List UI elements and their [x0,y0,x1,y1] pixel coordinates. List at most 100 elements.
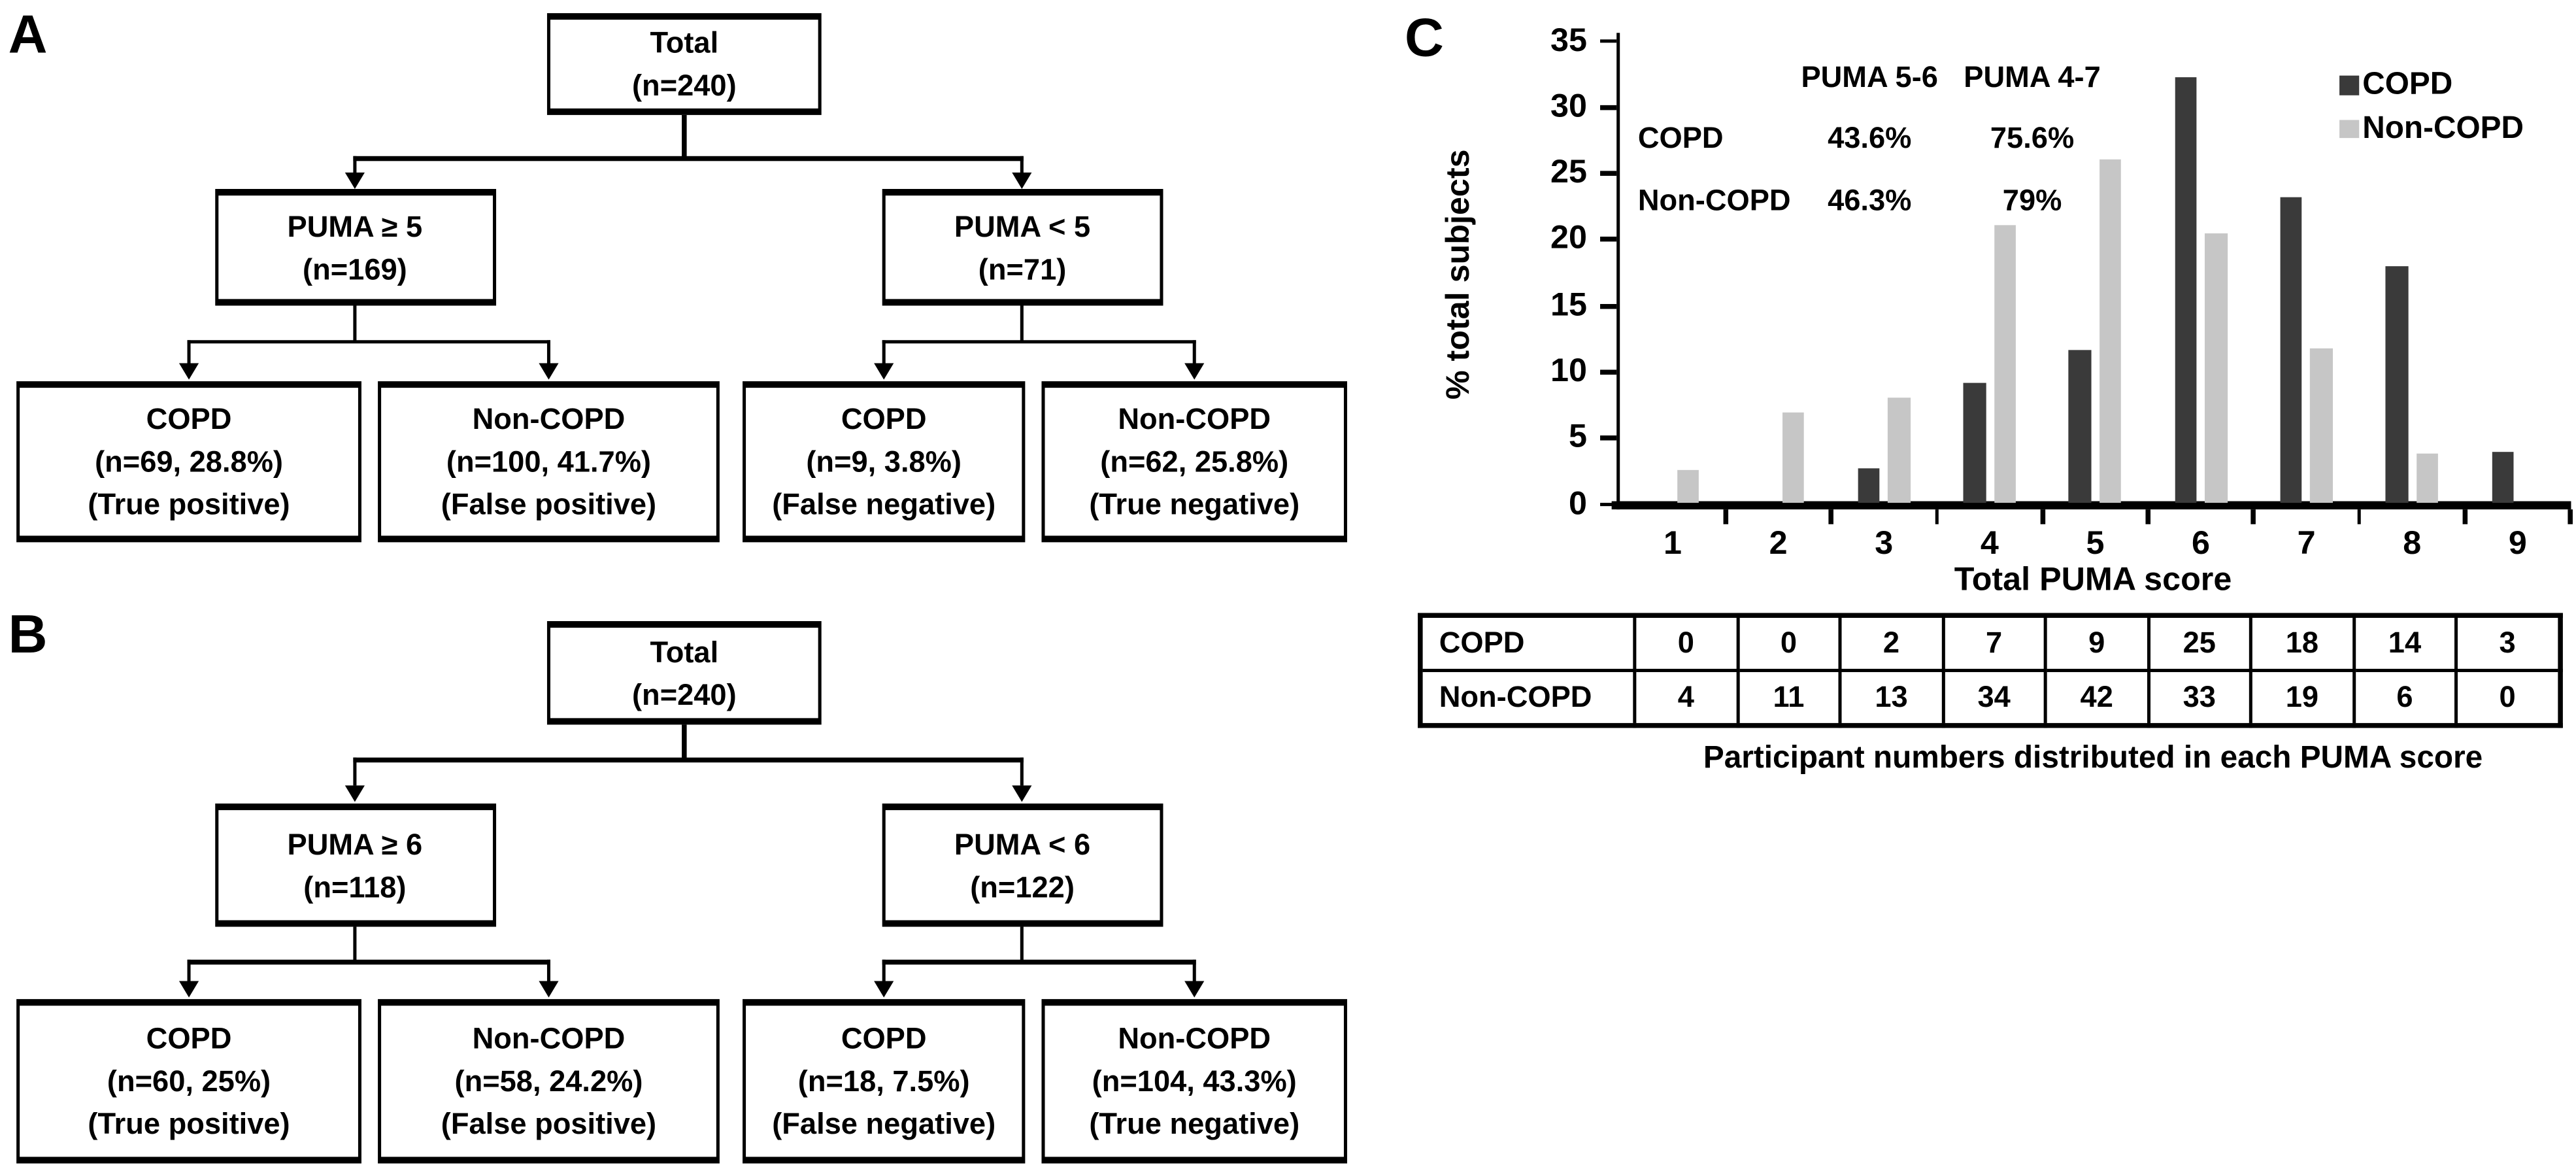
bar-copd [1963,383,1986,503]
flow-node-line: (n=169) [303,252,407,286]
table-cell: 18 [2249,613,2355,672]
x-tick [1828,509,1833,524]
panel-c-label: C [1404,7,1444,68]
connector-line [882,339,886,365]
arrowhead-down-icon [538,363,558,380]
flow-a-leaf-true-negative: Non-COPD (n=62, 25.8%) (True negative) [1041,381,1347,543]
connector-line [1020,156,1024,175]
flow-node-line: (n=71) [978,252,1067,286]
table-row: Non-COPD 4 11 13 34 42 33 19 6 0 [1418,668,2562,728]
bar-non-copd [2416,454,2439,503]
table-cell: 6 [2351,668,2458,728]
x-tick-label: 4 [1980,525,1999,562]
table-cell: 0 [1633,613,1739,672]
arrowhead-down-icon [1184,980,1204,997]
annotation-col-header: PUMA 4-7 [1964,60,2101,94]
flow-node-line: (n=104, 43.3%) [1092,1064,1297,1098]
table-cell: 14 [2351,613,2458,672]
bar-non-copd [2099,160,2122,503]
x-tick-label: 8 [2403,525,2422,562]
flow-node-line: (n=60, 25%) [107,1064,271,1098]
flow-a-leaf-true-positive: COPD (n=69, 28.8%) (True positive) [16,381,361,543]
legend-label-copd: COPD [2362,67,2453,102]
connector-line [187,959,551,964]
arrowhead-down-icon [873,980,894,997]
flow-a-node-puma-lt5: PUMA < 5 (n=71) [882,189,1163,306]
connector-line [352,926,357,962]
y-tick [1599,502,1617,507]
flow-a-node-total: Total (n=240) [546,13,822,115]
y-axis-line [1615,33,1620,510]
arrowhead-down-icon [1184,363,1204,380]
flow-node-line: (n=118) [303,870,407,904]
bar-non-copd [1782,413,1805,503]
flow-node-line: Non-COPD [472,402,626,436]
connector-line [352,757,1024,762]
bar-non-copd [1677,469,1699,503]
connector-line [546,959,551,981]
arrowhead-down-icon [178,980,199,997]
flow-b-node-total: Total (n=240) [546,621,822,725]
y-tick-label: 10 [1550,353,1587,390]
arrowhead-down-icon [344,171,364,188]
x-tick-label: 2 [1769,525,1788,562]
arrowhead-down-icon [1011,171,1031,188]
x-tick [2356,509,2362,524]
x-tick [2462,509,2467,524]
x-tick-label: 9 [2508,525,2527,562]
legend-swatch-copd [2339,75,2358,95]
flow-node-line: (False positive) [441,1108,657,1141]
y-tick-label: 25 [1550,154,1587,191]
flow-a-node-puma-ge5: PUMA ≥ 5 (n=169) [214,189,495,306]
connector-line [1192,959,1197,981]
bar-copd [2386,265,2409,503]
table-cell: 7 [1941,613,2047,672]
flow-b-leaf-false-positive: Non-COPD (n=58, 24.2%) (False positive) [378,999,720,1164]
x-tick-label: 6 [2192,525,2211,562]
flow-node-line: PUMA < 5 [954,209,1091,243]
flow-node-line: (n=240) [631,677,737,711]
y-tick-label: 35 [1550,22,1587,59]
flow-node-line: (n=100, 41.7%) [446,445,652,479]
flow-a-leaf-false-positive: Non-COPD (n=100, 41.7%) (False positive) [378,381,720,543]
y-tick-label: 0 [1568,485,1587,522]
connector-line [352,305,357,342]
arrowhead-down-icon [1011,785,1031,802]
x-tick-label: 1 [1664,525,1682,562]
flow-b-leaf-false-negative: COPD (n=18, 7.5%) (False negative) [743,999,1026,1164]
table-cell: 42 [2043,668,2150,728]
flow-node-line: PUMA < 6 [954,827,1091,860]
table-caption: Participant numbers distributed in each … [1703,741,2483,776]
flow-node-line: Non-COPD [1118,1022,1271,1055]
annotation-col-header: PUMA 5-6 [1801,60,1938,94]
connector-line [352,757,357,786]
x-tick [1934,509,1939,524]
flow-node-line: (False negative) [772,1108,996,1141]
bar-non-copd [2205,232,2228,503]
arrowhead-down-icon [538,980,558,997]
connector-line [187,339,551,345]
flow-node-line: Non-COPD [1118,402,1271,436]
flow-b-node-puma-lt6: PUMA < 6 (n=122) [882,804,1163,927]
annotation-value: 46.3% [1828,184,1912,217]
y-tick [1599,105,1617,110]
table-cell: 9 [2043,613,2150,672]
connector-line [187,339,192,365]
flow-node-line: (n=9, 3.8%) [806,445,962,479]
table-cell: 13 [1838,668,1945,728]
x-tick-label: 5 [2086,525,2105,562]
bar-copd [2174,78,2197,503]
x-tick [2145,509,2150,524]
table-cell: 34 [1941,668,2047,728]
connector-line [682,114,686,158]
connector-line [352,156,1024,161]
table-cell: 0 [2454,668,2562,728]
bar-non-copd [2310,348,2333,503]
connector-line [1020,926,1025,962]
annotation-value: 43.6% [1828,121,1912,155]
table-cell: 25 [2146,613,2252,672]
flow-b-leaf-true-positive: COPD (n=60, 25%) (True positive) [16,999,361,1164]
connector-line [352,156,357,175]
table-cell: 0 [1735,613,1842,672]
